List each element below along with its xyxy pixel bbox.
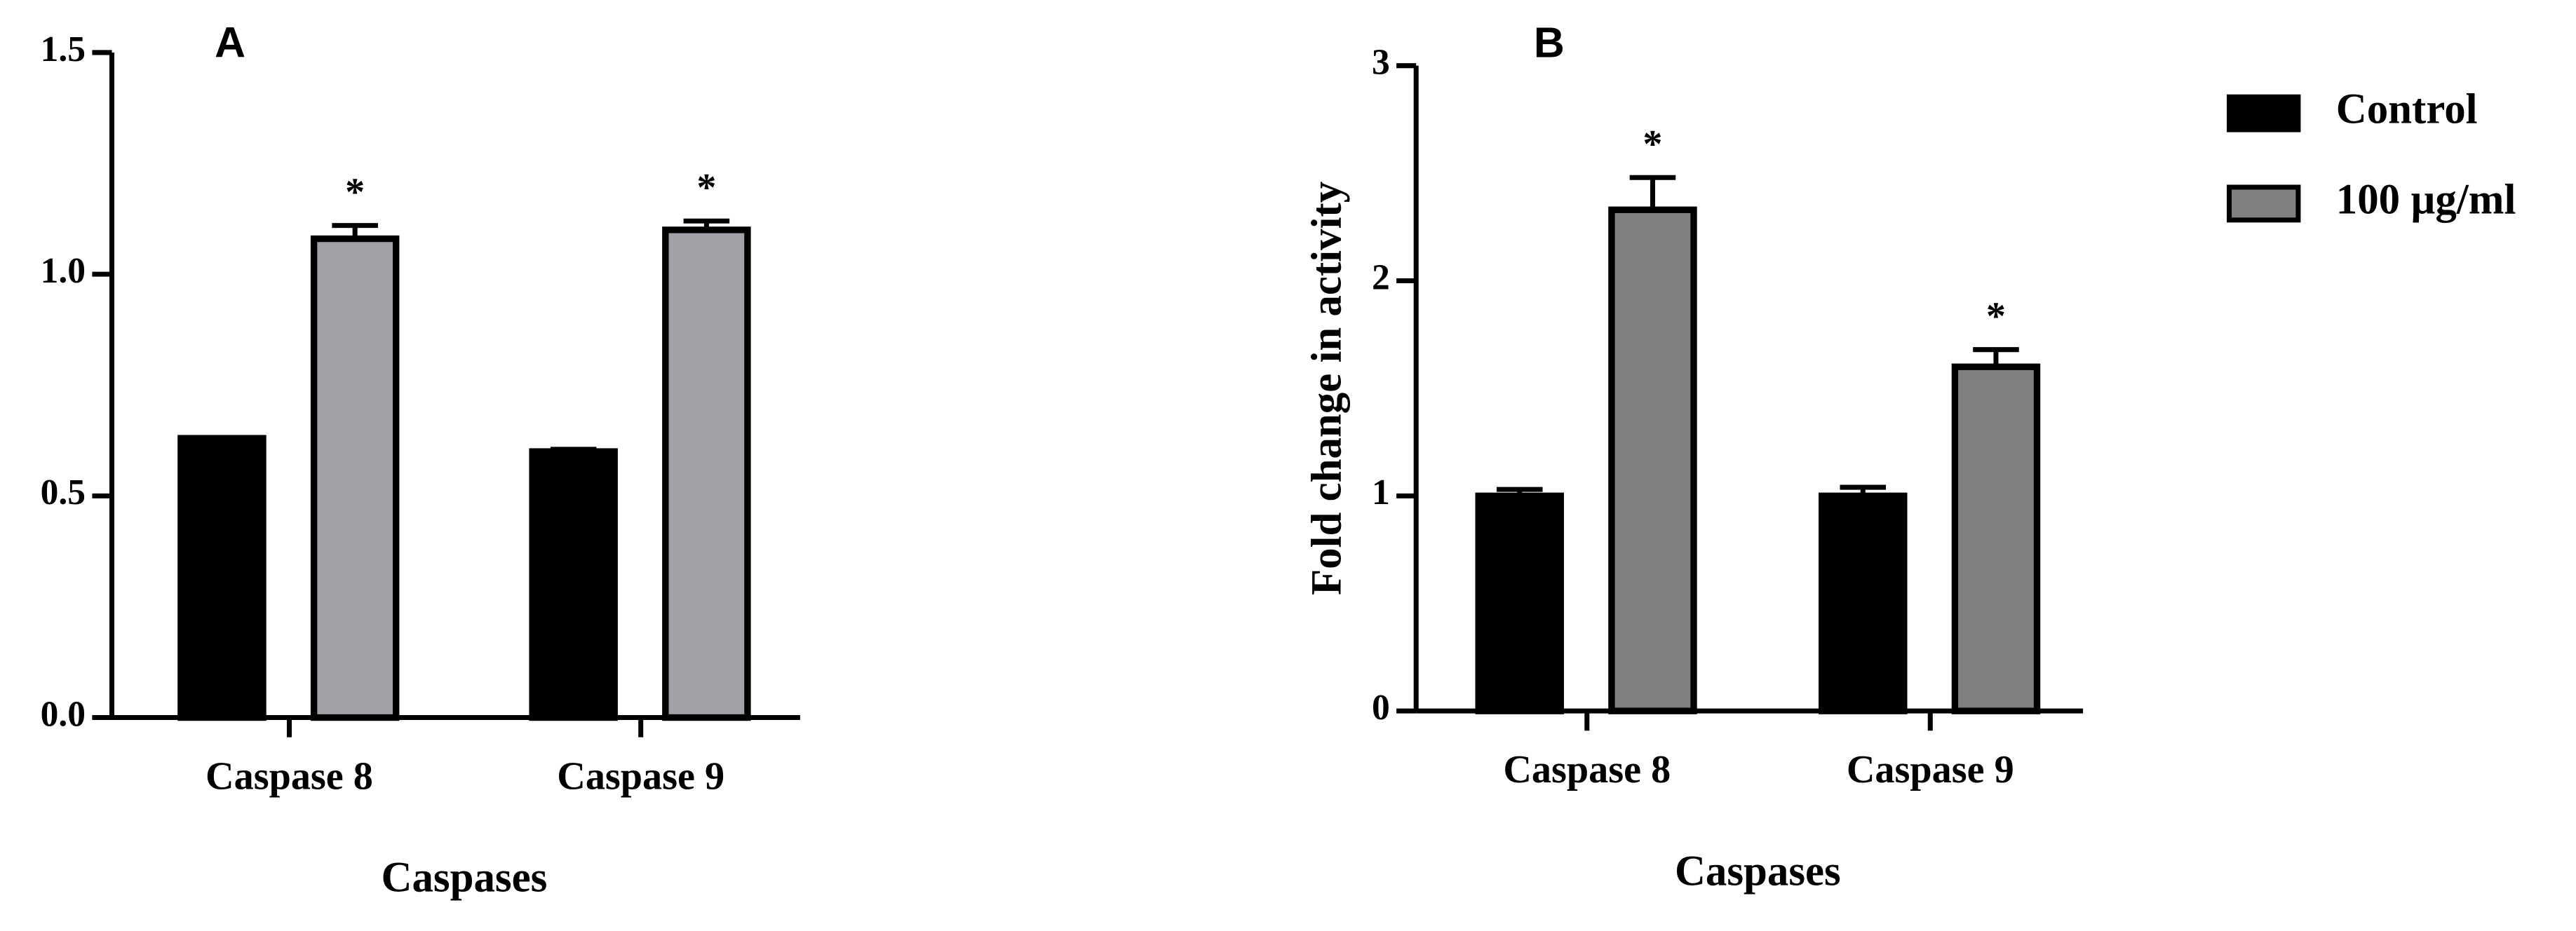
legend-swatch bbox=[2227, 94, 2301, 132]
significance-label: * bbox=[1643, 123, 1662, 166]
significance-label: * bbox=[345, 170, 365, 214]
y-tick-label: 0 bbox=[1372, 688, 1390, 728]
y-axis-label: Fold change in activity bbox=[1303, 182, 1350, 595]
y-tick-label: 3 bbox=[1372, 43, 1390, 83]
y-tick-label: 0.0 bbox=[41, 694, 86, 734]
x-axis-label: Caspases bbox=[382, 855, 548, 902]
y-tick-label: 2 bbox=[1372, 257, 1390, 297]
bar bbox=[1819, 492, 1908, 714]
legend-label: Control bbox=[2336, 86, 2478, 133]
x-tick-label: Caspase 9 bbox=[557, 754, 724, 798]
y-tick-label: 0.5 bbox=[41, 473, 86, 512]
y-tick-label: 1.0 bbox=[41, 251, 86, 291]
x-tick-label: Caspase 8 bbox=[1503, 748, 1671, 791]
y-tick-label: 1.5 bbox=[41, 29, 86, 69]
significance-label: * bbox=[696, 166, 716, 210]
bar bbox=[662, 226, 751, 721]
bar bbox=[1608, 206, 1697, 714]
bar bbox=[1951, 363, 2041, 714]
bar bbox=[310, 235, 400, 721]
legend-label: 100 µg/ml bbox=[2336, 176, 2516, 223]
chart-title: A bbox=[215, 19, 245, 67]
bar bbox=[177, 435, 267, 721]
chart-title: B bbox=[1534, 19, 1565, 67]
y-tick-label: 1 bbox=[1372, 473, 1390, 512]
x-tick-label: Caspase 9 bbox=[1847, 748, 2014, 791]
x-tick-label: Caspase 8 bbox=[205, 754, 373, 798]
bar bbox=[1475, 492, 1564, 714]
bar bbox=[529, 448, 618, 721]
significance-label: * bbox=[1986, 294, 2006, 338]
x-axis-label: Caspases bbox=[1675, 848, 1841, 895]
legend-swatch bbox=[2227, 184, 2301, 223]
